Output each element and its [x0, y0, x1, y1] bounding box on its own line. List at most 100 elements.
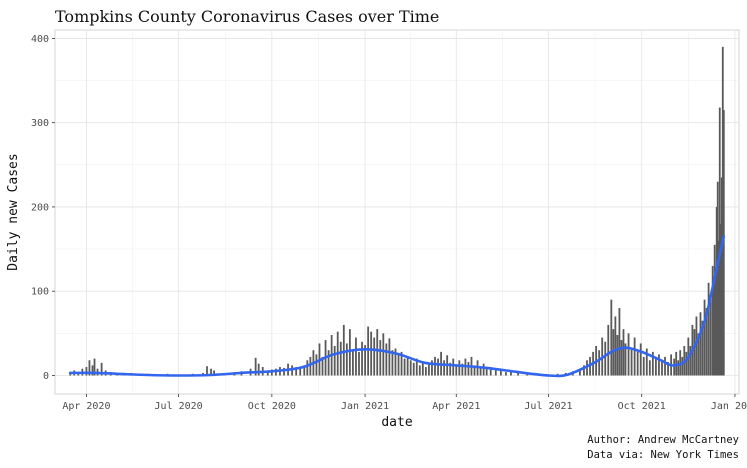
bar [586, 360, 588, 376]
bar [376, 329, 379, 376]
bar [342, 324, 345, 376]
bar [675, 351, 678, 376]
bar [479, 367, 482, 376]
bar [714, 274, 717, 376]
bar [705, 308, 708, 376]
bar [697, 333, 700, 376]
bar [418, 365, 421, 376]
bar [651, 351, 654, 376]
bar [412, 362, 415, 376]
bar [707, 282, 710, 376]
bar [648, 360, 651, 376]
bar [679, 350, 682, 376]
bar [370, 331, 373, 376]
bar [681, 356, 684, 376]
bar [355, 337, 357, 376]
x-tick-label: Jul 2021 [524, 401, 572, 412]
bar [409, 360, 412, 376]
bar [636, 351, 639, 376]
bar [91, 365, 94, 376]
bar [673, 358, 676, 376]
bar [667, 361, 669, 376]
bar [388, 338, 391, 376]
bar [701, 320, 704, 376]
grid-minor [55, 30, 739, 394]
bar [721, 46, 724, 376]
bar [100, 362, 103, 376]
bar [428, 363, 430, 376]
bar [610, 299, 613, 376]
bar [614, 316, 617, 376]
smooth-trend-line [68, 235, 726, 378]
bar [373, 337, 376, 376]
x-tick-label: Oct 2020 [248, 401, 296, 412]
y-tick-label: 200 [31, 202, 49, 213]
bar [434, 356, 436, 376]
bar [494, 370, 497, 376]
bar [482, 363, 485, 376]
bar [406, 356, 409, 376]
bar [473, 365, 476, 376]
bar [431, 360, 433, 376]
bar [382, 333, 385, 376]
bar [415, 358, 418, 376]
bar [717, 240, 720, 376]
bar [579, 368, 581, 376]
bar [213, 370, 215, 376]
bar [315, 354, 318, 376]
bar [699, 312, 702, 376]
bar [452, 358, 455, 376]
bar [437, 358, 439, 376]
bar [283, 367, 285, 376]
bar [655, 358, 657, 376]
bar [661, 360, 663, 376]
bar [93, 358, 96, 376]
bar [367, 326, 370, 376]
bar [339, 341, 342, 376]
bar [309, 356, 312, 376]
bar [695, 316, 698, 376]
bar [254, 357, 257, 376]
bar [642, 356, 645, 376]
bar [88, 360, 91, 376]
bar [397, 354, 400, 376]
bar [718, 107, 721, 376]
bar [517, 372, 519, 376]
bar [639, 343, 642, 376]
bar [693, 329, 696, 376]
bar [622, 329, 625, 376]
bar [295, 367, 298, 376]
bar [607, 324, 610, 376]
bar [266, 370, 269, 376]
bar [720, 177, 723, 376]
x-tick-label: Jul 2020 [155, 401, 203, 412]
bar [206, 366, 208, 376]
bar [709, 295, 712, 376]
y-tick-label: 0 [43, 371, 49, 382]
bar [394, 348, 397, 376]
bar [361, 341, 363, 376]
bar [716, 181, 719, 376]
y-tick-label: 400 [31, 34, 49, 45]
bar [620, 340, 623, 376]
bar [364, 345, 366, 376]
x-axis-label: date [381, 415, 412, 430]
bar [467, 361, 470, 376]
y-tick-label: 300 [31, 118, 49, 129]
bar [598, 350, 601, 376]
bar [333, 345, 336, 376]
x-axis: Apr 2020 Jul 2020 Oct 2020 Jan 2021 Apr 2021… [62, 394, 747, 412]
plot-panel [54, 29, 740, 395]
bar [443, 360, 446, 376]
bar [461, 363, 464, 376]
bar [633, 337, 636, 376]
bar [358, 351, 360, 376]
x-tick-label: Jan 2022 [711, 401, 747, 412]
bar [485, 368, 488, 376]
bar [505, 372, 507, 376]
bar [403, 358, 406, 376]
y-axis: 0 100 200 300 400 [31, 34, 55, 382]
bar [510, 371, 512, 376]
bar [379, 340, 382, 376]
bar [677, 360, 680, 376]
